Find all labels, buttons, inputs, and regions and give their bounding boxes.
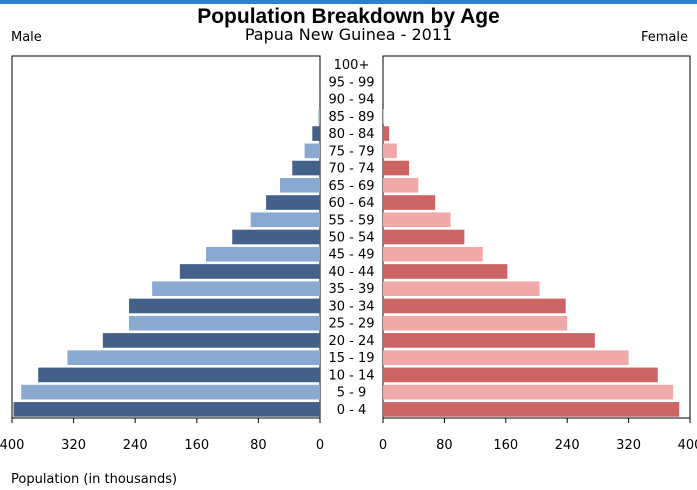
female-bar (383, 333, 595, 348)
x-tick-label-female: 240 (555, 438, 580, 453)
male-bar (13, 402, 320, 417)
male-bar (304, 143, 320, 159)
male-side-label: Male (11, 30, 42, 45)
male-bar (279, 177, 320, 193)
age-group-label: 80 - 84 (328, 127, 374, 142)
female-bar (383, 229, 465, 245)
female-bar (383, 195, 436, 210)
age-group-label: 35 - 39 (328, 282, 374, 297)
top-accent-line (0, 0, 697, 4)
female-bar (383, 177, 419, 193)
age-group-label: 70 - 74 (328, 162, 374, 177)
x-tick-label-male: 320 (61, 438, 86, 453)
female-bar (383, 160, 410, 176)
female-bar (383, 367, 658, 383)
age-group-label: 40 - 44 (328, 265, 374, 280)
male-bar (206, 246, 320, 262)
age-group-label: 75 - 79 (328, 144, 374, 159)
age-group-label: 65 - 69 (328, 179, 374, 194)
male-bar (179, 264, 320, 279)
male-bar (319, 91, 320, 107)
chart-subtitle: Papua New Guinea - 2011 (244, 25, 453, 44)
male-bar (38, 367, 321, 383)
age-group-label: 85 - 89 (328, 110, 374, 125)
x-tick-label-male: 240 (123, 438, 148, 453)
population-pyramid-chart: 100+ 95 - 99 90 - 94 85 - 89 80 - 84 75 - 79 7… (0, 55, 697, 453)
female-bar (383, 126, 390, 141)
female-bar (383, 264, 508, 279)
x-tick-label-male: 400 (0, 438, 24, 453)
male-bar (102, 333, 320, 348)
female-bar (383, 143, 397, 159)
female-bar (383, 315, 568, 331)
age-group-label: 45 - 49 (328, 248, 374, 263)
age-group-label: 90 - 94 (328, 93, 374, 108)
age-group-label: 50 - 54 (328, 231, 374, 246)
x-tick-label-male: 160 (184, 438, 209, 453)
male-bar (129, 315, 320, 331)
x-tick-label-female: 80 (436, 438, 453, 453)
x-tick-label-male: 0 (316, 438, 324, 453)
x-tick-label-female: 160 (493, 438, 518, 453)
age-group-label: 15 - 19 (328, 351, 374, 366)
female-bar (383, 246, 483, 262)
female-bar (383, 384, 674, 400)
x-tick-label-female: 400 (678, 438, 697, 453)
male-bar (21, 384, 321, 400)
age-group-label: 100+ (334, 58, 370, 73)
age-group-label: 10 - 14 (328, 368, 374, 383)
chart-title: Population Breakdown by Age (197, 5, 500, 28)
age-group-label: 60 - 64 (328, 196, 374, 211)
male-bar (232, 229, 320, 245)
male-bar (152, 281, 320, 297)
age-group-label: 30 - 34 (328, 299, 374, 314)
age-group-label: 0 - 4 (337, 403, 367, 418)
female-bar (383, 109, 384, 124)
male-bar (250, 212, 320, 228)
x-tick-label-female: 0 (379, 438, 387, 453)
age-group-label: 20 - 24 (328, 334, 374, 349)
male-bar (266, 195, 320, 210)
female-bar (383, 281, 540, 297)
male-bar (67, 350, 320, 365)
x-tick-label-female: 320 (616, 438, 641, 453)
female-bar (383, 212, 451, 228)
female-bar (383, 298, 566, 314)
x-axis-label: Population (in thousands) (11, 472, 178, 487)
age-group-label: 95 - 99 (328, 75, 374, 90)
x-tick-label-male: 80 (250, 438, 267, 453)
male-bar (312, 126, 320, 141)
age-group-label: 5 - 9 (337, 386, 367, 401)
female-bar (383, 402, 680, 417)
male-bar (318, 109, 320, 124)
male-bar (129, 298, 320, 314)
female-bar (383, 350, 629, 365)
age-group-label: 55 - 59 (328, 213, 374, 228)
age-group-label: 25 - 29 (328, 317, 374, 332)
male-bar (292, 160, 320, 176)
female-side-label: Female (640, 30, 688, 45)
